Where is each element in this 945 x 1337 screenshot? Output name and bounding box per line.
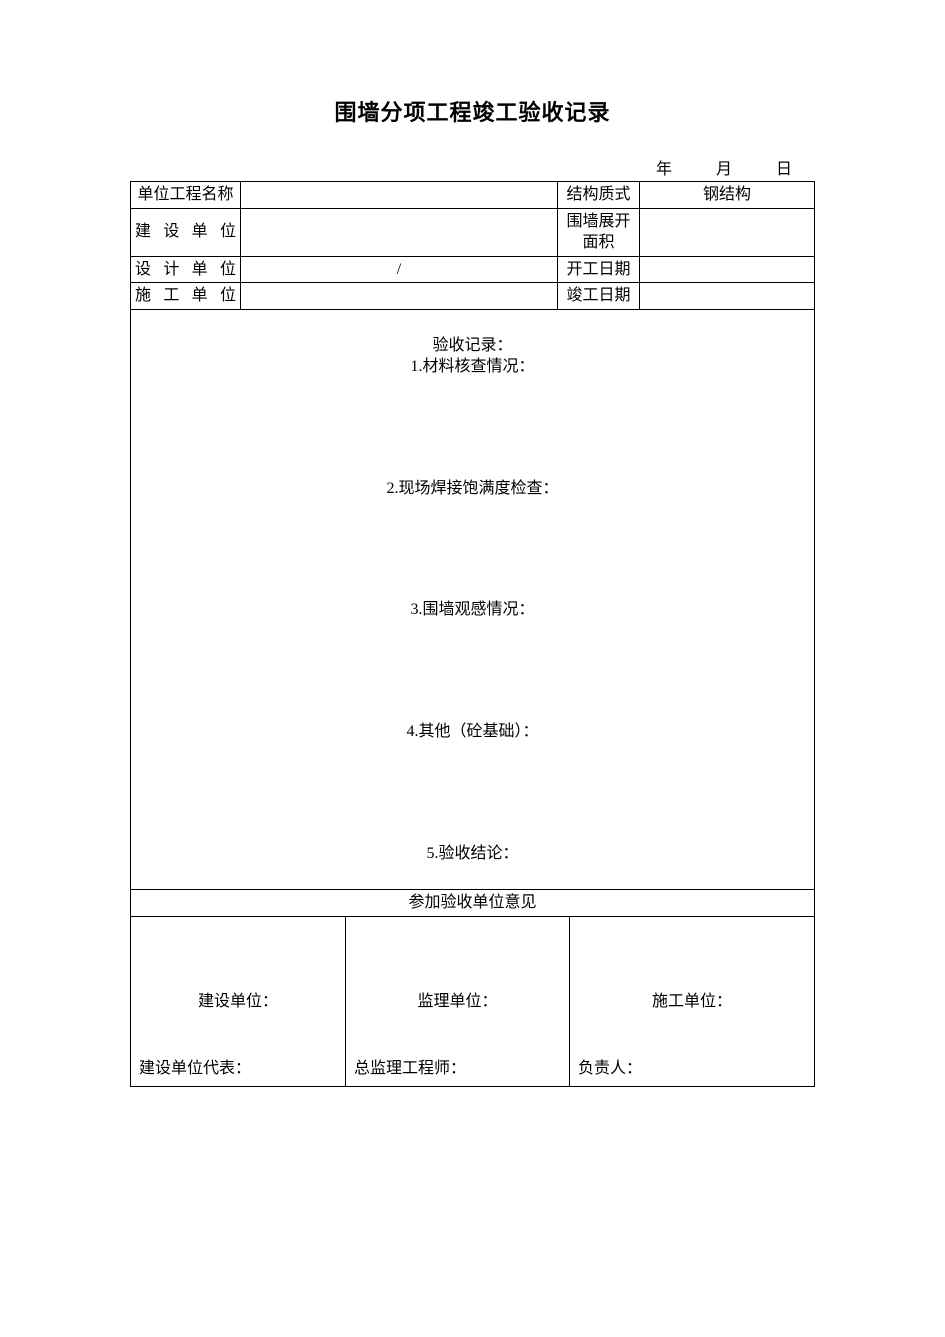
opinion-header-row: 参加验收单位意见 [131, 889, 815, 916]
opinion-cell-1: 建设单位： 建设单位代表： [131, 917, 346, 1087]
month-label: 月 [716, 155, 733, 179]
table-row: 建 设 单 位 围墙展开面积 [131, 208, 815, 256]
record-item-1: 1.材料核查情况： [135, 356, 810, 378]
year-label: 年 [656, 155, 673, 179]
opinion-3-bottom: 负责人： [578, 1058, 642, 1080]
date-line: 年 月 日 [130, 155, 815, 179]
value-structure-type: 钢结构 [640, 182, 815, 209]
opinion-2-top: 监理单位： [350, 991, 565, 1013]
opinion-table: 建设单位： 建设单位代表： 监理单位： 总监理工程师： 施工单位： 负责人： [130, 917, 815, 1088]
value-design-unit: / [241, 256, 558, 283]
table-row: 单位工程名称 结构质式 钢结构 [131, 182, 815, 209]
opinion-header: 参加验收单位意见 [131, 889, 815, 916]
opinion-1-bottom: 建设单位代表： [139, 1058, 251, 1080]
opinion-row: 建设单位： 建设单位代表： 监理单位： 总监理工程师： 施工单位： 负责人： [131, 917, 815, 1087]
opinion-cell-3: 施工单位： 负责人： [570, 917, 815, 1087]
table-row: 设 计 单 位 / 开工日期 [131, 256, 815, 283]
document-page: 围墙分项工程竣工验收记录 年 月 日 单位工程名称 结构质式 钢结构 建 设 单… [0, 0, 945, 1087]
opinion-2-bottom: 总监理工程师： [354, 1058, 466, 1080]
label-design-unit: 设 计 单 位 [131, 256, 241, 283]
record-heading: 验收记录： [135, 335, 810, 357]
record-row: 验收记录： 1.材料核查情况： 2.现场焊接饱满度检查： 3.围墙观感情况： 4… [131, 309, 815, 889]
opinion-1-top: 建设单位： [135, 991, 341, 1013]
label-builder-unit: 施 工 单 位 [131, 283, 241, 310]
value-wall-area [640, 208, 815, 256]
value-builder-unit [241, 283, 558, 310]
table-row: 施 工 单 位 竣工日期 [131, 283, 815, 310]
label-start-date: 开工日期 [558, 256, 640, 283]
record-item-4: 4.其他（砼基础）： [135, 721, 810, 743]
record-item-3: 3.围墙观感情况： [135, 599, 810, 621]
value-completion-date [640, 283, 815, 310]
record-item-5: 5.验收结论： [135, 843, 810, 865]
value-construction-unit [241, 208, 558, 256]
record-item-2: 2.现场焊接饱满度检查： [135, 478, 810, 500]
label-structure-type: 结构质式 [558, 182, 640, 209]
label-completion-date: 竣工日期 [558, 283, 640, 310]
opinion-3-top: 施工单位： [574, 991, 810, 1013]
value-project-name [241, 182, 558, 209]
record-cell: 验收记录： 1.材料核查情况： 2.现场焊接饱满度检查： 3.围墙观感情况： 4… [131, 309, 815, 889]
form-table: 单位工程名称 结构质式 钢结构 建 设 单 位 围墙展开面积 设 计 单 位 /… [130, 181, 815, 917]
value-start-date [640, 256, 815, 283]
day-label: 日 [776, 155, 793, 179]
label-wall-area: 围墙展开面积 [558, 208, 640, 256]
opinion-cell-2: 监理单位： 总监理工程师： [346, 917, 570, 1087]
label-construction-unit: 建 设 单 位 [131, 208, 241, 256]
label-project-name: 单位工程名称 [131, 182, 241, 209]
page-title: 围墙分项工程竣工验收记录 [130, 95, 815, 127]
